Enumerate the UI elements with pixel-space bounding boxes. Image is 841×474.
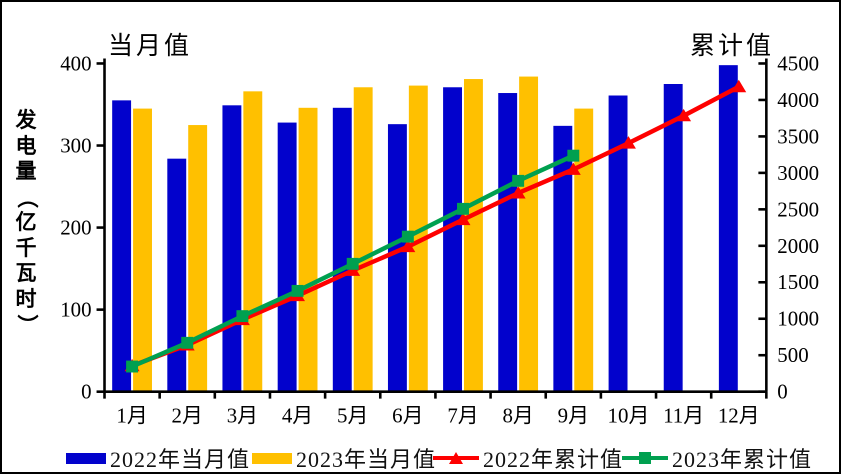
y-axis-title-char: 量 <box>15 159 37 183</box>
square-marker-2023年累计值-1月 <box>126 360 139 373</box>
month-label: 8月 <box>502 403 533 427</box>
right-axis-tick-label: 2000 <box>777 234 819 258</box>
left-axis-tick-label: 0 <box>81 380 91 404</box>
legend-swatch-2022-cumulative-line <box>433 451 479 465</box>
square-marker-2023年累计值-3月 <box>236 310 249 323</box>
y-axis-title-char: （ <box>14 186 39 208</box>
legend-item-2022-monthly: 2022年当月值 <box>66 444 250 472</box>
legend-label-2023-cumulative: 2023年累计值 <box>672 447 813 472</box>
square-marker-2023年累计值-5月 <box>346 257 359 270</box>
triangle-marker-icon <box>449 452 463 464</box>
legend-item-2023-cumulative: 2023年累计值 <box>622 444 812 472</box>
square-marker-2023年累计值-9月 <box>567 149 580 162</box>
legend-swatch-2023-cumulative-line <box>622 451 668 465</box>
y-axis-title: 发电量 （亿千瓦时 ） <box>10 108 42 338</box>
triangle-marker-2022年累计值-6月 <box>400 239 416 253</box>
bar-2023年当月值-3月 <box>243 91 263 392</box>
bar-2022年当月值-4月 <box>277 122 297 392</box>
y-axis-title-char: 电 <box>15 133 37 158</box>
right-axis-tick-label: 1500 <box>777 270 819 294</box>
triangle-marker-2022年累计值-7月 <box>455 212 471 226</box>
bar-2022年当月值-9月 <box>553 125 573 392</box>
right-axis-tick-label: 500 <box>777 343 808 367</box>
bar-2023年当月值-9月 <box>574 108 594 392</box>
right-axis-tick-label: 1000 <box>777 307 819 331</box>
left-axis-tick-label: 300 <box>60 134 91 158</box>
left-scale-title: 当月值 <box>108 33 193 60</box>
bar-2023年当月值-1月 <box>133 108 152 392</box>
right-axis-tick-label: 0 <box>777 380 787 404</box>
y-axis-title-char: 时 <box>15 286 37 311</box>
y-axis-title-char: 瓦 <box>15 261 37 285</box>
legend-label-2022-cumulative: 2022年累计值 <box>483 447 624 472</box>
legend-swatch-2023-monthly-bar <box>252 452 292 464</box>
right-scale-title: 累计值 <box>690 33 775 60</box>
bar-2023年当月值-6月 <box>408 85 428 392</box>
legend-swatch-2022-monthly-bar <box>66 452 106 464</box>
triangle-marker-2022年累计值-8月 <box>510 186 526 199</box>
month-label: 12月 <box>718 403 760 427</box>
bar-2023年当月值-7月 <box>463 79 483 392</box>
triangle-marker-2022年累计值-11月 <box>676 108 692 122</box>
month-label: 6月 <box>392 403 423 427</box>
y-axis-title-char: 发 <box>15 108 37 132</box>
bar-2022年当月值-12月 <box>718 65 738 392</box>
square-marker-2023年累计值-6月 <box>401 230 414 243</box>
bar-2022年当月值-10月 <box>608 95 628 392</box>
square-marker-2023年累计值-4月 <box>291 284 304 297</box>
bar-2023年当月值-5月 <box>353 87 373 392</box>
right-axis-tick-label: 3500 <box>777 124 819 148</box>
square-marker-2023年累计值-2月 <box>181 336 194 349</box>
left-axis-tick-label: 200 <box>60 216 91 240</box>
y-axis-title-char: 亿 <box>15 210 37 234</box>
month-label: 11月 <box>663 403 704 427</box>
bar-2022年当月值-2月 <box>167 158 187 392</box>
month-label: 10月 <box>608 403 650 427</box>
month-label: 9月 <box>558 403 589 427</box>
right-axis-tick-label: 4500 <box>777 51 819 75</box>
bar-2022年当月值-6月 <box>387 124 407 392</box>
bar-2022年当月值-7月 <box>443 87 463 392</box>
left-axis-tick-label: 100 <box>60 298 91 322</box>
bar-2022年当月值-3月 <box>222 105 242 392</box>
right-axis-tick-label: 4000 <box>777 88 819 112</box>
triangle-marker-2022年累计值-9月 <box>565 162 581 175</box>
month-label: 4月 <box>282 403 313 427</box>
bar-2023年当月值-2月 <box>188 125 208 392</box>
bar-2023年当月值-8月 <box>519 76 539 392</box>
legend: 2022年当月值 2023年当月值 2022年累计值 2023年累计值 <box>2 444 839 472</box>
bar-2022年当月值-1月 <box>112 100 132 392</box>
bar-2022年当月值-8月 <box>498 93 518 392</box>
month-label: 1月 <box>116 403 147 427</box>
month-label: 7月 <box>447 403 478 427</box>
square-marker-2023年累计值-7月 <box>457 202 469 215</box>
square-marker-2023年累计值-8月 <box>512 174 525 187</box>
month-label: 3月 <box>227 403 258 427</box>
month-label: 2月 <box>172 403 203 427</box>
y-axis-title-char: 千 <box>15 235 37 260</box>
legend-label-2023-monthly: 2023年当月值 <box>296 447 437 472</box>
right-axis-tick-label: 3000 <box>777 161 819 185</box>
triangle-marker-2022年累计值-12月 <box>731 79 747 93</box>
triangle-marker-2022年累计值-10月 <box>621 136 636 149</box>
bar-2022年当月值-5月 <box>332 107 352 392</box>
legend-item-2023-monthly: 2023年当月值 <box>252 444 436 472</box>
bar-2022年当月值-11月 <box>663 84 683 392</box>
line-2022年累计值 <box>129 84 742 369</box>
y-axis-title-char: ） <box>14 314 39 336</box>
left-axis-tick-label: 400 <box>60 51 91 75</box>
legend-item-2022-cumulative: 2022年累计值 <box>433 444 623 472</box>
right-axis-tick-label: 2500 <box>777 197 819 221</box>
month-label: 5月 <box>337 403 368 427</box>
square-marker-icon <box>639 452 651 464</box>
bar-2023年当月值-4月 <box>298 107 318 392</box>
legend-label-2022-monthly: 2022年当月值 <box>110 447 251 472</box>
